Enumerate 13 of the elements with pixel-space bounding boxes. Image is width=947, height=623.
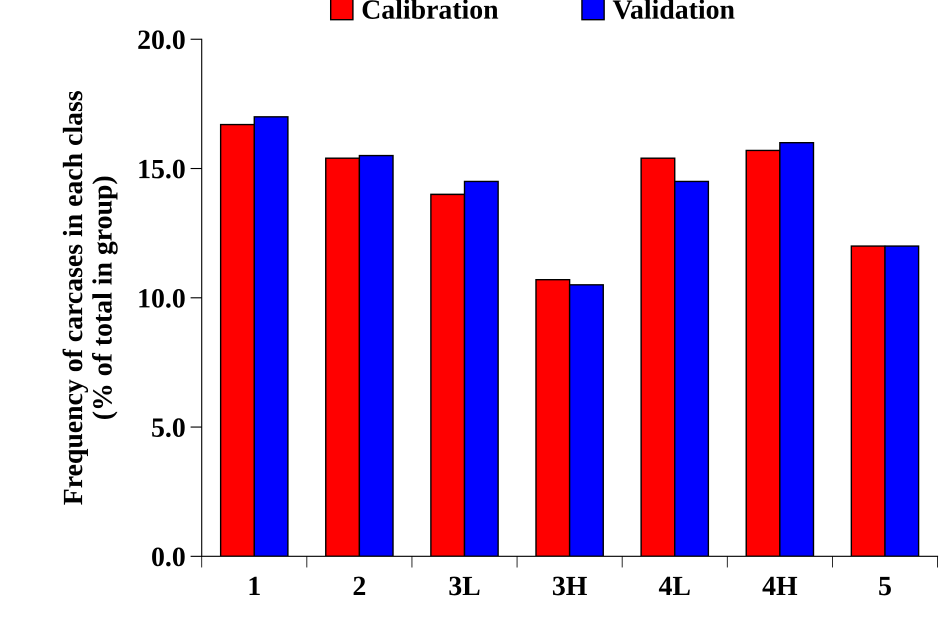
y-tick-label: 20.0 [138, 30, 185, 50]
x-tick-label: 5 [879, 576, 891, 596]
x-tick-label: 3H [552, 576, 587, 596]
y-tick-label: 0.0 [152, 548, 185, 566]
x-tick-label: 1 [250, 576, 260, 596]
x-tick-label: 4H [762, 576, 798, 596]
y-tick-label: 10.0 [139, 288, 185, 308]
y-axis-title: Frequency of carcases in each class (% of total in group) [62, 91, 118, 505]
x-tick-label: 3L [449, 576, 480, 596]
y-tick-label: 15.0 [139, 160, 185, 179]
x-tick-label: 4L [658, 576, 690, 596]
y-tick-label: 5.0 [152, 418, 185, 438]
x-tick-label: 2 [354, 576, 366, 596]
